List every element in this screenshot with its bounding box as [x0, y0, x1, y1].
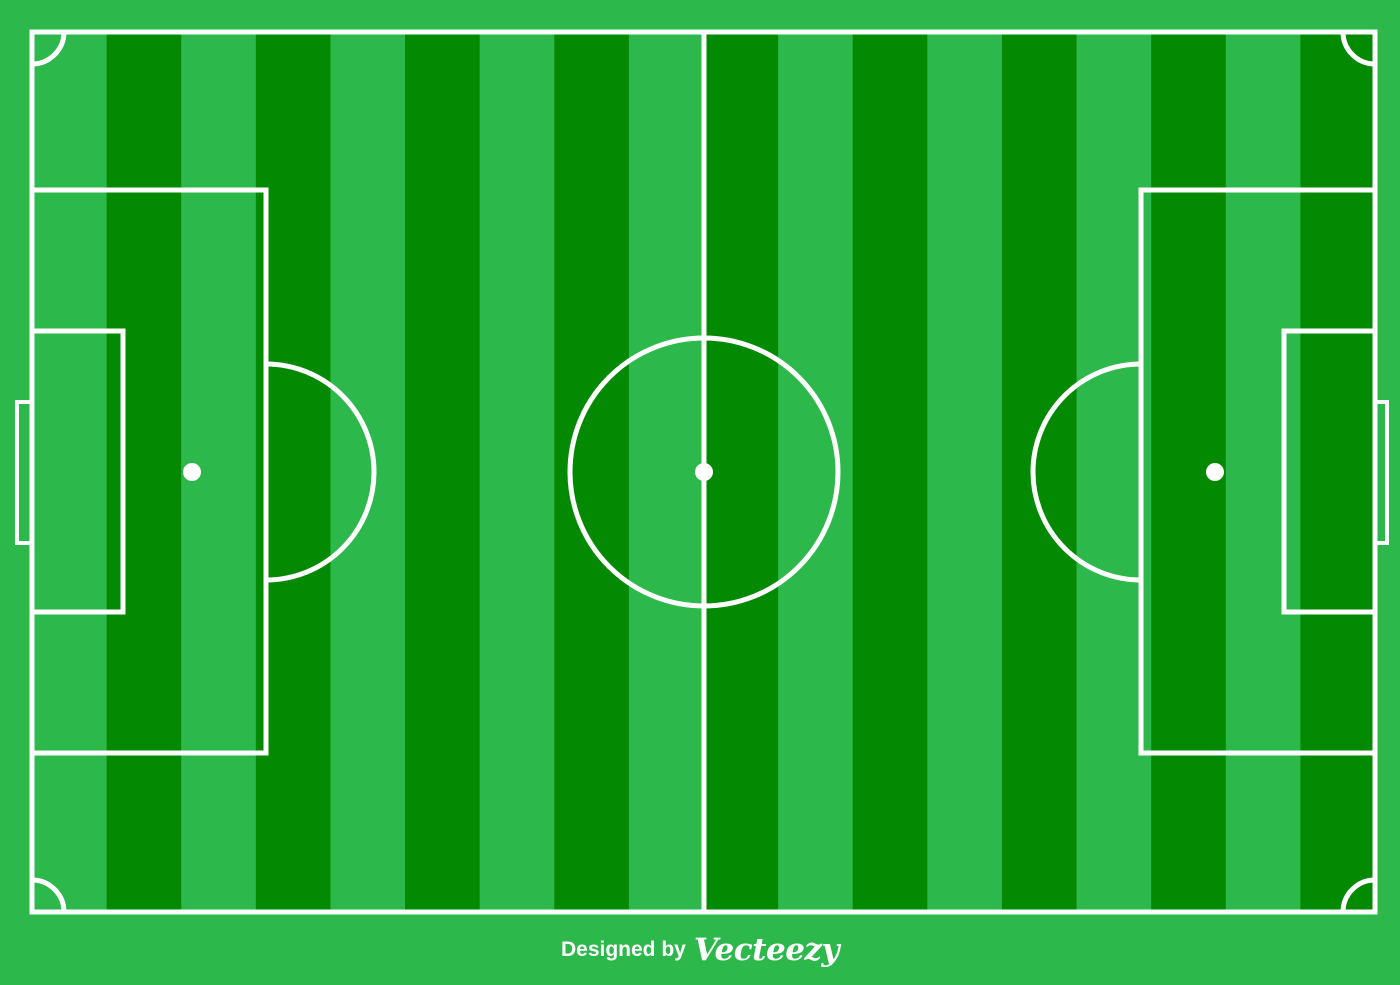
grass-stripe	[32, 32, 107, 912]
grass-stripe	[1226, 32, 1301, 912]
grass-stripe	[927, 32, 1002, 912]
grass-stripe	[405, 32, 480, 912]
vecteezy-logo: Vecteezy	[694, 932, 839, 968]
center-spot	[695, 463, 713, 481]
grass-stripe	[330, 32, 405, 912]
grass-stripe	[554, 32, 629, 912]
right-penalty-spot	[1206, 463, 1224, 481]
grass-stripe	[853, 32, 928, 912]
left-penalty-spot	[183, 463, 201, 481]
grass-stripe	[480, 32, 555, 912]
designer-credit: Designed by Vecteezy	[0, 928, 1400, 972]
grass-stripe	[107, 32, 182, 912]
grass-stripe	[1002, 32, 1077, 912]
grass-stripe	[704, 32, 779, 912]
grass-stripe	[629, 32, 704, 912]
grass-stripe	[778, 32, 853, 912]
grass-stripe	[1300, 32, 1375, 912]
credit-prefix: Designed by	[561, 938, 686, 962]
